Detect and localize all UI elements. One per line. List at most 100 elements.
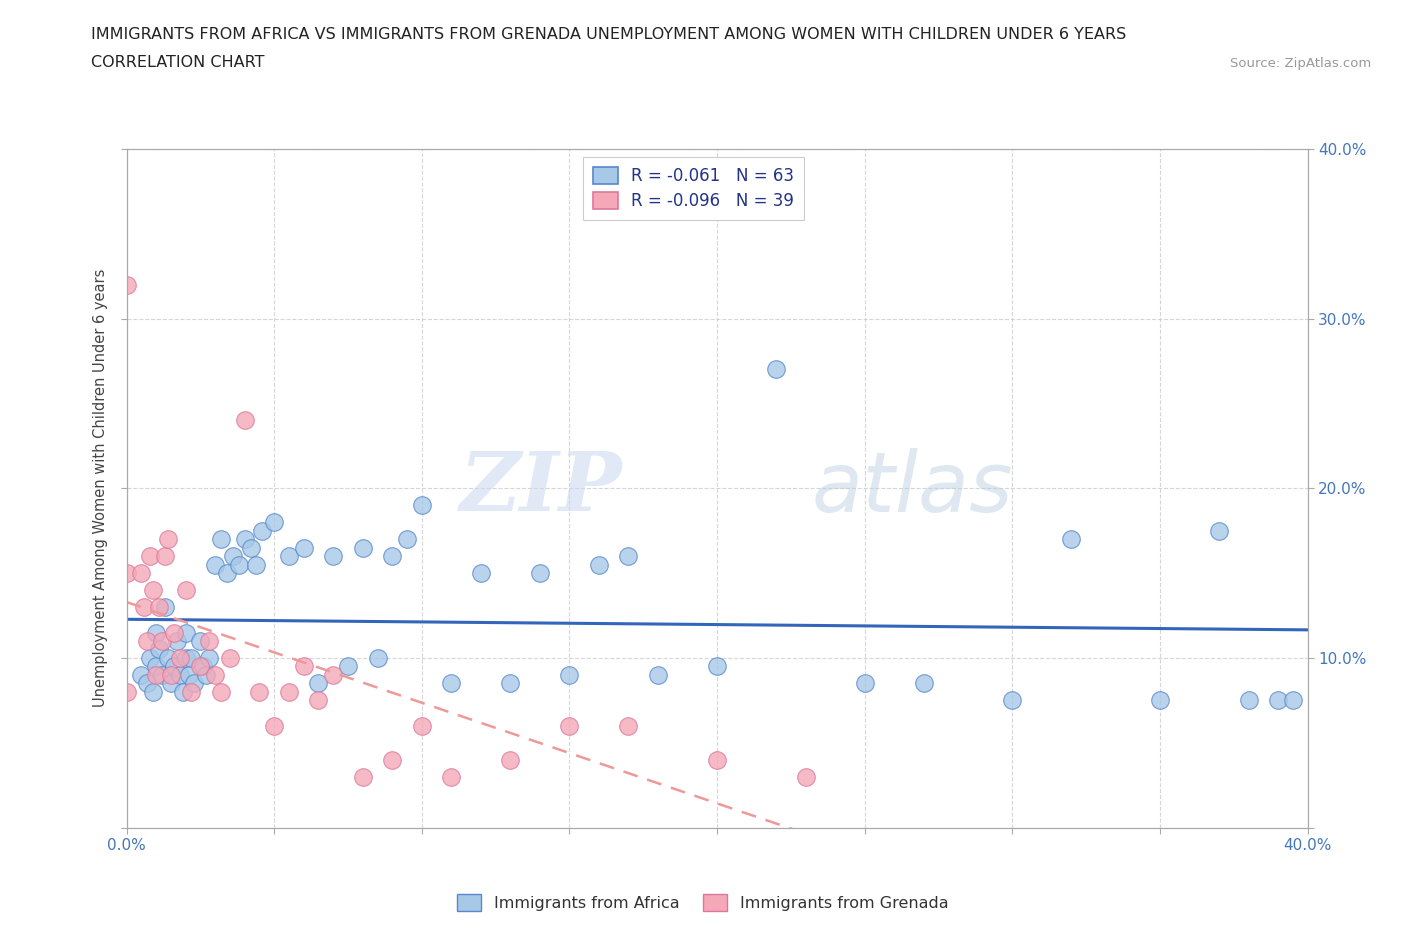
Text: atlas: atlas <box>811 447 1014 529</box>
Point <box>174 625 197 640</box>
Point <box>263 515 285 530</box>
Point <box>617 719 640 734</box>
Point <box>142 684 165 699</box>
Text: Source: ZipAtlas.com: Source: ZipAtlas.com <box>1230 57 1371 70</box>
Point <box>247 684 270 699</box>
Point <box>215 565 238 580</box>
Point <box>307 676 329 691</box>
Point <box>115 277 138 292</box>
Point <box>263 719 285 734</box>
Point <box>396 532 419 547</box>
Point <box>145 659 167 674</box>
Point <box>706 752 728 767</box>
Point <box>558 719 581 734</box>
Point <box>647 668 669 683</box>
Point <box>129 565 153 580</box>
Text: ZIP: ZIP <box>460 448 623 528</box>
Point <box>278 549 301 564</box>
Point <box>209 532 232 547</box>
Y-axis label: Unemployment Among Women with Children Under 6 years: Unemployment Among Women with Children U… <box>93 269 108 708</box>
Text: CORRELATION CHART: CORRELATION CHART <box>91 55 264 70</box>
Point <box>156 532 179 547</box>
Point <box>136 676 159 691</box>
Point <box>180 651 202 666</box>
Point <box>912 676 935 691</box>
Point <box>1237 693 1260 708</box>
Point <box>322 668 344 683</box>
Point <box>352 540 374 555</box>
Text: IMMIGRANTS FROM AFRICA VS IMMIGRANTS FROM GRENADA UNEMPLOYMENT AMONG WOMEN WITH : IMMIGRANTS FROM AFRICA VS IMMIGRANTS FRO… <box>91 27 1126 42</box>
Point <box>172 684 194 699</box>
Point <box>193 659 215 674</box>
Point <box>292 659 315 674</box>
Point <box>159 676 183 691</box>
Point <box>169 651 191 666</box>
Point <box>245 557 267 572</box>
Point <box>239 540 262 555</box>
Point <box>115 684 138 699</box>
Point <box>136 633 159 648</box>
Point <box>853 676 876 691</box>
Point <box>228 557 250 572</box>
Point <box>529 565 551 580</box>
Point <box>588 557 610 572</box>
Point <box>204 557 226 572</box>
Point <box>381 752 404 767</box>
Point <box>292 540 315 555</box>
Point <box>188 633 211 648</box>
Point <box>180 684 202 699</box>
Point <box>440 769 463 784</box>
Point <box>163 625 186 640</box>
Point <box>411 498 433 512</box>
Point <box>150 668 173 683</box>
Point <box>307 693 329 708</box>
Point <box>159 668 183 683</box>
Point <box>148 642 170 657</box>
Point <box>440 676 463 691</box>
Point <box>352 769 374 784</box>
Point <box>278 684 301 699</box>
Point <box>381 549 404 564</box>
Point <box>209 684 232 699</box>
Point <box>499 676 522 691</box>
Point <box>470 565 492 580</box>
Point <box>177 668 200 683</box>
Point <box>337 659 360 674</box>
Point <box>1001 693 1024 708</box>
Point <box>765 362 787 377</box>
Point <box>411 719 433 734</box>
Point <box>233 413 256 428</box>
Point <box>139 651 162 666</box>
Point <box>1282 693 1305 708</box>
Point <box>153 600 176 615</box>
Point <box>706 659 728 674</box>
Point <box>1267 693 1289 708</box>
Point <box>169 668 191 683</box>
Point <box>558 668 581 683</box>
Point <box>134 600 156 615</box>
Point <box>174 582 197 598</box>
Point <box>219 651 242 666</box>
Point <box>233 532 256 547</box>
Point <box>139 549 162 564</box>
Point <box>617 549 640 564</box>
Point <box>252 524 274 538</box>
Point <box>198 633 221 648</box>
Point <box>174 651 197 666</box>
Point <box>183 676 205 691</box>
Point <box>129 668 153 683</box>
Point <box>198 651 221 666</box>
Point <box>153 549 176 564</box>
Point <box>145 668 167 683</box>
Point <box>163 659 186 674</box>
Legend: Immigrants from Africa, Immigrants from Grenada: Immigrants from Africa, Immigrants from … <box>451 888 955 917</box>
Point <box>115 565 138 580</box>
Point <box>150 633 173 648</box>
Point <box>204 668 226 683</box>
Point <box>222 549 245 564</box>
Point <box>142 582 165 598</box>
Legend: R = -0.061   N = 63, R = -0.096   N = 39: R = -0.061 N = 63, R = -0.096 N = 39 <box>582 157 804 220</box>
Point <box>366 651 388 666</box>
Point <box>145 625 167 640</box>
Point <box>1149 693 1171 708</box>
